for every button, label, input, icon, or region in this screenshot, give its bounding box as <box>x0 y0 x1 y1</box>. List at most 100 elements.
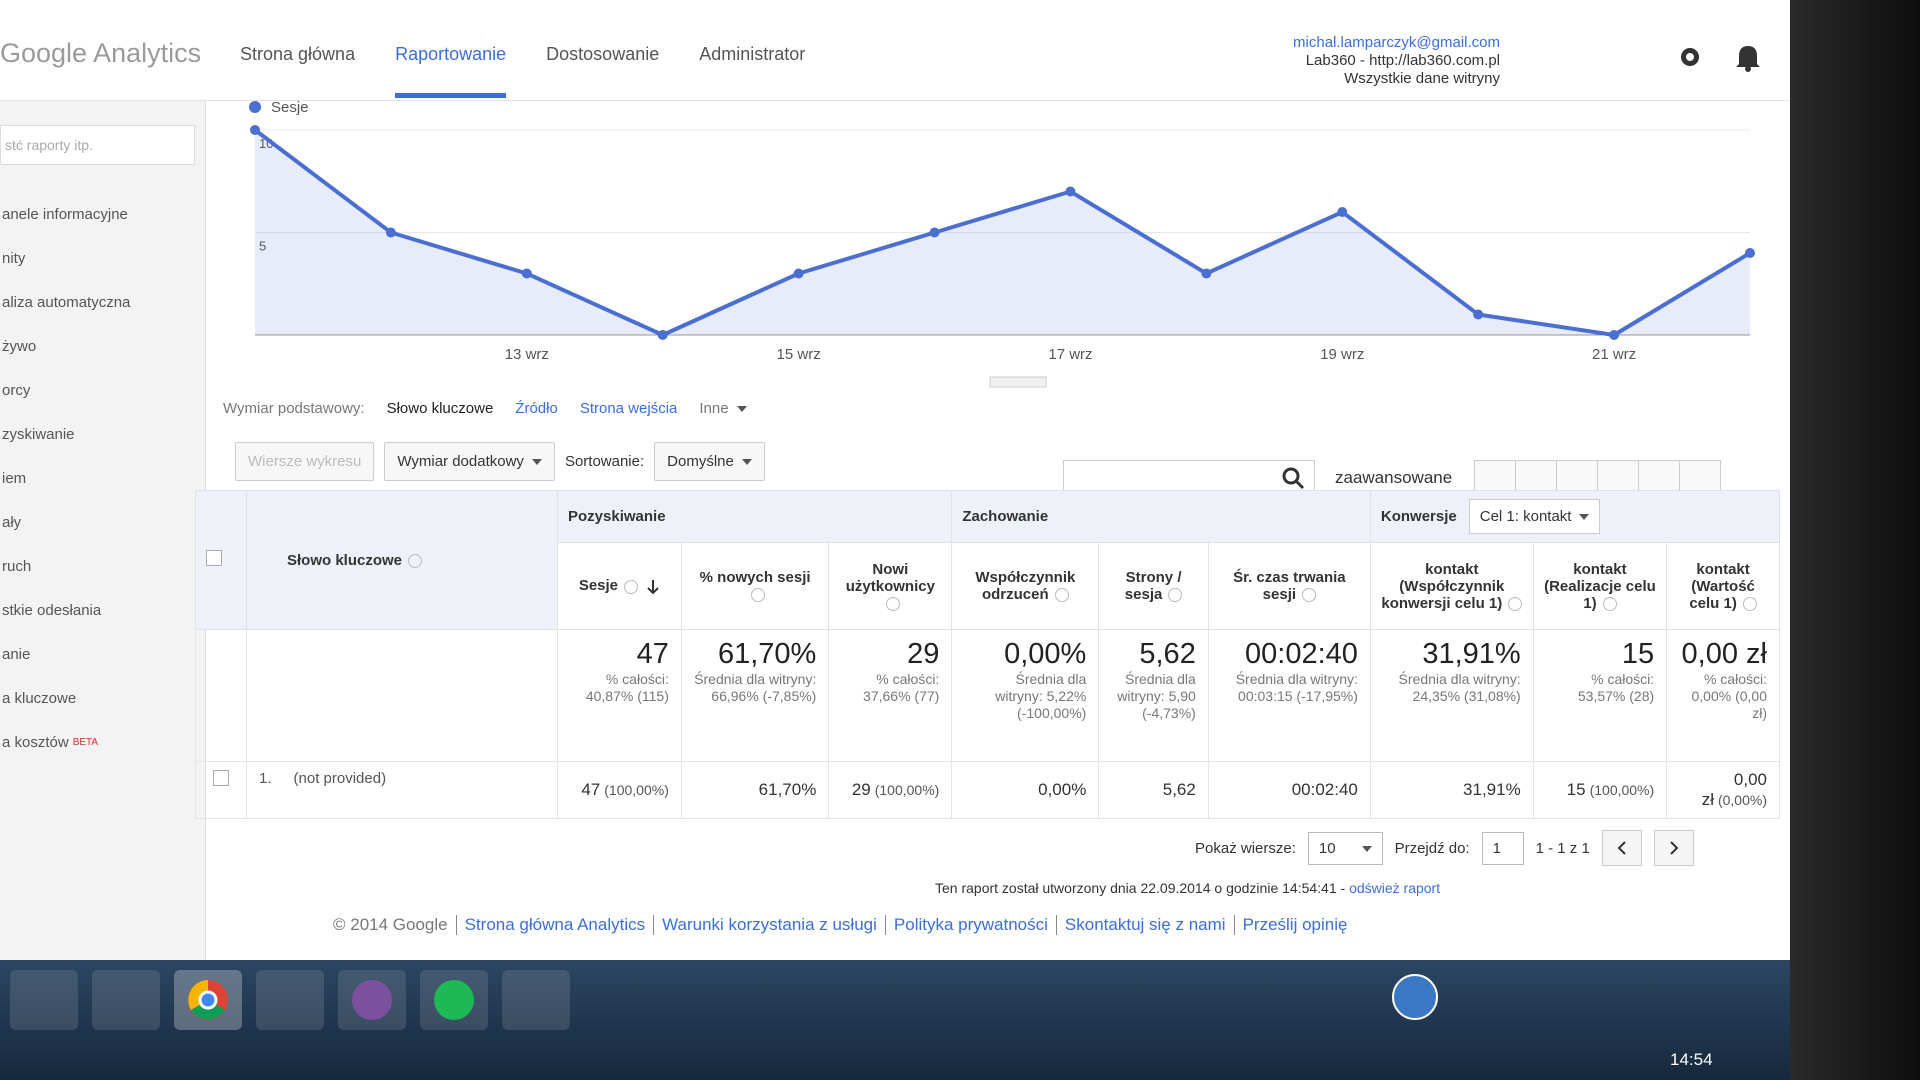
sidebar-item[interactable]: anie <box>2 646 31 663</box>
taskbar-app[interactable] <box>256 970 324 1030</box>
taskbar-viber[interactable] <box>338 970 406 1030</box>
nav-item[interactable]: Administrator <box>699 44 806 64</box>
help-icon[interactable] <box>1390 972 1440 1022</box>
refresh-link[interactable]: odśwież raport <box>1349 880 1441 896</box>
nav: Strona główna Raportowanie Dostosowanie Adm… <box>240 44 805 98</box>
dimension-option[interactable]: Źródło <box>515 400 558 417</box>
footer-link[interactable]: Skontaktuj się z nami <box>1055 915 1234 935</box>
checkbox[interactable] <box>213 770 229 786</box>
sidebar-item[interactable]: aliza automatyczna <box>2 294 131 311</box>
help-icon[interactable] <box>408 553 423 568</box>
point <box>1065 186 1076 197</box>
data-table: Słowo kluczowe Pozyskiwanie Zachowanie Konw… <box>195 490 1781 819</box>
metric-value: 15 <box>1566 780 1586 799</box>
secondary-dimension[interactable]: Wymiar dodatkowy <box>384 442 555 481</box>
footer-link[interactable]: Prześlij opinię <box>1233 915 1356 935</box>
dimension-option[interactable]: Słowo kluczowe <box>386 400 494 417</box>
column-header[interactable]: Nowi użytkownicy <box>828 542 953 630</box>
point <box>657 330 668 340</box>
sidebar-item[interactable]: ruch <box>2 558 32 575</box>
search-icon[interactable] <box>1278 463 1308 493</box>
dimension-option[interactable]: Strona wejścia <box>579 400 678 417</box>
checkbox[interactable] <box>206 550 222 566</box>
metric-cell: 5,62 <box>1098 761 1209 819</box>
sidebar: stć raporty itp. anele informacyjne nity a… <box>0 101 206 960</box>
sidebar-item[interactable]: ały <box>2 514 22 531</box>
column-title: kontakt (Wartość celu 1) <box>1689 560 1755 612</box>
column-header[interactable]: kontakt (Współczynnik konwersji celu 1) <box>1369 542 1534 630</box>
column-title: Nowi użytkownicy <box>845 560 935 595</box>
help-icon <box>1302 588 1317 603</box>
goto-input[interactable]: 1 <box>1481 831 1524 865</box>
metric-cell: 15 (100,00%) <box>1532 761 1668 819</box>
next-page[interactable] <box>1653 830 1694 866</box>
total-note: % całości: 53,57% (28) <box>1577 671 1655 704</box>
sidebar-item[interactable]: zyskiwanie <box>2 426 75 443</box>
sidebar-item[interactable]: orcy <box>2 382 31 399</box>
taskbar-app[interactable] <box>10 970 78 1030</box>
column-title: kontakt (Realizacje celu 1) <box>1544 560 1656 612</box>
total-cell: 47% całości: 40,87% (115) <box>557 629 682 762</box>
column-header[interactable]: kontakt (Wartość celu 1) <box>1666 542 1780 630</box>
keyword[interactable]: (not provided) <box>293 770 387 787</box>
column-header[interactable]: Śr. czas trwania sesji <box>1207 542 1371 630</box>
column-header[interactable]: Współczynnik odrzuceń <box>951 542 1100 630</box>
taskbar-app[interactable] <box>92 970 160 1030</box>
taskbar-chrome[interactable] <box>174 970 242 1030</box>
report-search[interactable]: stć raporty itp. <box>0 125 195 165</box>
taskbar-app[interactable] <box>502 970 570 1030</box>
column-title: % nowych sesji <box>699 569 811 586</box>
goal-select[interactable]: Cel 1: kontakt <box>1468 499 1601 534</box>
footer-link[interactable]: Strona główna Analytics <box>455 915 654 935</box>
legend-marker <box>249 101 261 113</box>
nav-item[interactable]: Dostosowanie <box>546 44 660 64</box>
advanced-link[interactable]: zaawansowane <box>1335 468 1453 487</box>
rows-select[interactable]: 10 <box>1307 831 1383 865</box>
footer-link[interactable]: Polityka prywatności <box>884 915 1056 935</box>
column-header[interactable]: % nowych sesji <box>680 542 830 630</box>
nav-item[interactable]: Strona główna <box>240 44 356 64</box>
sidebar-item[interactable]: żywo <box>2 338 37 355</box>
nav-item[interactable]: Raportowanie <box>395 44 507 98</box>
sidebar-item[interactable]: nity <box>2 250 26 267</box>
sort-select[interactable]: Domyślne <box>654 442 765 481</box>
sidebar-item[interactable]: a kosztów BETA <box>0 721 205 765</box>
sidebar-item[interactable]: iem <box>2 470 27 487</box>
chart-collapse[interactable] <box>989 376 1047 388</box>
notifications-icon[interactable] <box>1736 46 1760 72</box>
total-note: % całości: 0,00% (0,00 zł) <box>1691 671 1768 721</box>
metric-cell: 0,00 zł (0,00%) <box>1666 761 1780 819</box>
prev-page[interactable] <box>1601 830 1642 866</box>
range: 1 - 1 z 1 <box>1535 839 1590 857</box>
settings-icon[interactable] <box>1681 48 1699 66</box>
metric-cell: 31,91% <box>1369 761 1534 819</box>
sidebar-item[interactable]: anele informacyjne <box>2 206 128 223</box>
metric-value: 29 <box>851 780 871 799</box>
metric-value: 00:02:40 <box>1291 780 1358 799</box>
group-header: Konwersje Cel 1: kontakt <box>1369 490 1781 543</box>
plot-rows-button[interactable]: Wiersze wykresu <box>235 442 375 481</box>
sidebar-item[interactable]: stkie odesłania <box>2 602 102 619</box>
column-header[interactable]: Strony / sesja <box>1098 542 1209 630</box>
total-value: 0,00 zł <box>1681 638 1767 670</box>
taskbar-spotify[interactable] <box>420 970 488 1030</box>
secondary-label: Wymiar dodatkowy <box>397 453 524 470</box>
total-note: Średnia dla witryny: 5,22% (-100,00%) <box>995 671 1087 721</box>
column-header[interactable]: kontakt (Realizacje celu 1) <box>1532 542 1668 630</box>
sort-label: Sortowanie: <box>564 453 645 470</box>
group-title: Zachowanie <box>962 508 1049 525</box>
logo[interactable]: Google Analytics <box>0 38 202 68</box>
metric-pct: (100,00%) <box>874 782 940 798</box>
total-cell: 00:02:40 Średnia dla witryny: 00:03:15 (-… <box>1207 629 1371 762</box>
empty-cell <box>195 629 247 762</box>
column-header[interactable]: Sesje <box>557 542 682 630</box>
rows-label: Pokaż wiersze: <box>1195 839 1296 857</box>
footer-link[interactable]: Warunki korzystania z usługi <box>653 915 885 935</box>
account[interactable]: michal.lamparczyk@gmail.com Lab360 - htt… <box>1293 34 1500 88</box>
metric-value: 0,00% <box>1038 780 1087 799</box>
dimension-more[interactable]: Inne <box>699 400 747 417</box>
metric-value: 0,00 zł <box>1701 770 1767 809</box>
sidebar-item[interactable]: a kluczowe <box>2 690 77 707</box>
